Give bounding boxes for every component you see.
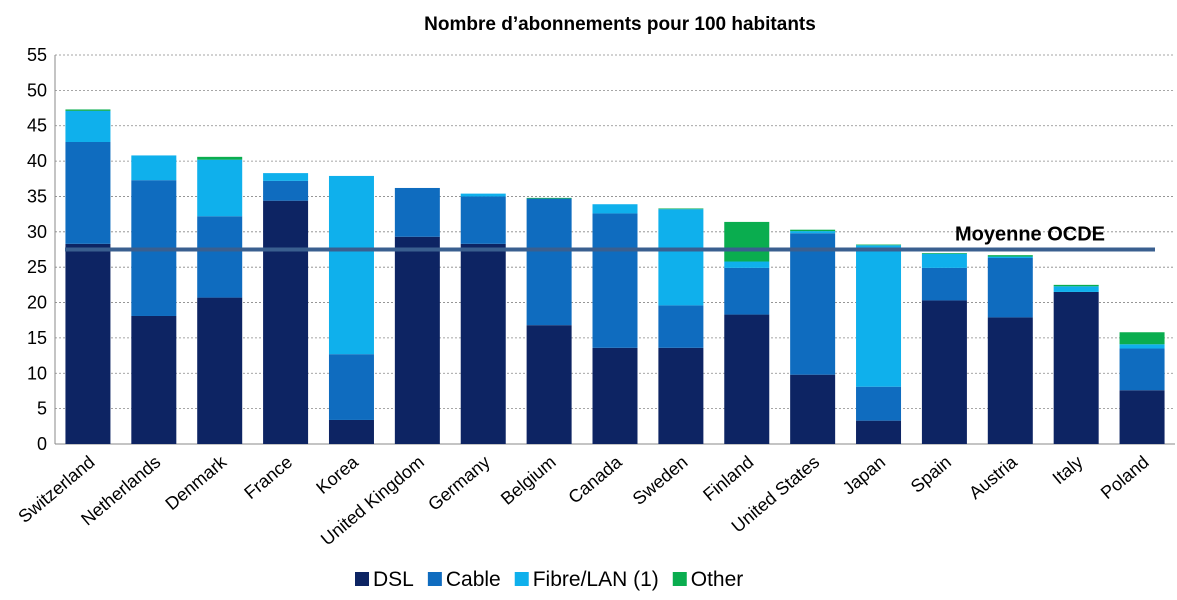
bar-segment xyxy=(856,386,902,421)
bar-segment xyxy=(1119,344,1165,349)
bar-segment xyxy=(790,233,836,375)
bar-segment xyxy=(921,253,967,268)
y-tick-label: 50 xyxy=(27,80,47,100)
legend-label: Cable xyxy=(446,568,501,591)
bar-segment xyxy=(526,325,572,444)
x-tick-label: Spain xyxy=(907,452,955,497)
bar-segment xyxy=(724,314,770,444)
bar-segment xyxy=(328,419,374,444)
bar-segment xyxy=(197,159,243,217)
bar-segment xyxy=(263,180,309,201)
bar-segment xyxy=(65,141,111,244)
bar-segment xyxy=(394,187,440,237)
chart-title: Nombre d’abonnements pour 100 habitants xyxy=(424,14,816,35)
x-tick-label: Austria xyxy=(965,451,1022,503)
bar-segment xyxy=(658,347,704,444)
legend-label: Fibre/LAN (1) xyxy=(533,568,659,591)
bar-segment xyxy=(987,255,1033,257)
bar-segment xyxy=(65,243,111,444)
bar-segment xyxy=(724,261,770,268)
bar-segment xyxy=(856,420,902,444)
bar-segment xyxy=(197,216,243,298)
bar-segment xyxy=(65,110,111,142)
x-tick-label: Italy xyxy=(1049,452,1087,489)
bar-segment xyxy=(724,221,770,262)
x-tick-label: Sweden xyxy=(629,452,692,509)
bar-segment xyxy=(592,213,638,348)
legend-label: Other xyxy=(691,568,744,591)
y-tick-label: 45 xyxy=(27,116,47,136)
bar-segment xyxy=(394,236,440,444)
legend-label: DSL xyxy=(373,568,414,591)
bar-segment xyxy=(921,253,967,254)
x-tick-label: Belgium xyxy=(497,452,560,509)
bar-segment xyxy=(790,231,836,234)
bar-segment xyxy=(790,374,836,444)
y-tick-label: 5 xyxy=(37,399,47,419)
y-tick-label: 35 xyxy=(27,186,47,206)
bar-segment xyxy=(658,209,704,306)
legend-swatch xyxy=(514,572,529,586)
legend-swatch xyxy=(672,572,687,586)
bar-segment xyxy=(460,193,506,197)
legend-swatch xyxy=(355,572,369,586)
bar-segment xyxy=(987,317,1033,444)
bar-segment xyxy=(856,244,902,246)
bar-segment xyxy=(131,155,177,181)
legend-swatch xyxy=(427,572,442,586)
bar-segment xyxy=(856,245,902,387)
reference-label: Moyenne OCDE xyxy=(955,224,1105,246)
bar-segment xyxy=(658,208,704,210)
bar-segment xyxy=(460,243,506,444)
bar-segment xyxy=(921,267,967,301)
bar-segment xyxy=(790,229,836,232)
bar-segment xyxy=(1119,390,1165,444)
x-tick-label: Japan xyxy=(839,452,889,499)
x-tick-label: Germany xyxy=(424,452,494,515)
bar-segment xyxy=(1053,284,1099,287)
bar-segment xyxy=(1053,286,1099,292)
x-tick-label: Korea xyxy=(312,451,362,498)
bar-segment xyxy=(131,315,177,444)
bar-segment xyxy=(724,267,770,315)
bar-segment xyxy=(263,200,309,444)
bar-segment xyxy=(263,173,309,181)
bar-segment xyxy=(1053,291,1099,444)
x-tick-label: Finland xyxy=(699,452,757,505)
y-tick-label: 40 xyxy=(27,151,47,171)
bar-segment xyxy=(921,300,967,444)
y-tick-label: 0 xyxy=(37,434,47,454)
x-tick-label: Canada xyxy=(564,451,626,507)
bar-segment xyxy=(987,257,1033,318)
bar-segment xyxy=(526,198,572,326)
bar-segment xyxy=(1119,348,1165,391)
bar-segment xyxy=(592,347,638,444)
y-tick-label: 30 xyxy=(27,222,47,242)
y-tick-label: 55 xyxy=(27,45,47,65)
y-tick-label: 10 xyxy=(27,363,47,383)
bar-segment xyxy=(1119,332,1165,345)
bar-segment xyxy=(987,256,1033,258)
x-tick-label: Denmark xyxy=(161,451,231,514)
y-tick-label: 25 xyxy=(27,257,47,277)
x-tick-label: Poland xyxy=(1097,452,1153,503)
bar-segment xyxy=(460,196,506,244)
y-tick-label: 15 xyxy=(27,328,47,348)
bar-segment xyxy=(592,204,638,214)
y-tick-label: 20 xyxy=(27,293,47,313)
bar-segment xyxy=(328,175,374,355)
bar-segment xyxy=(526,197,572,199)
bar-segment xyxy=(65,109,111,111)
bar-segment xyxy=(658,305,704,348)
bar-segment xyxy=(197,156,243,160)
bar-segment xyxy=(328,354,374,420)
x-tick-label: France xyxy=(240,452,296,503)
bar-segment xyxy=(197,297,243,444)
